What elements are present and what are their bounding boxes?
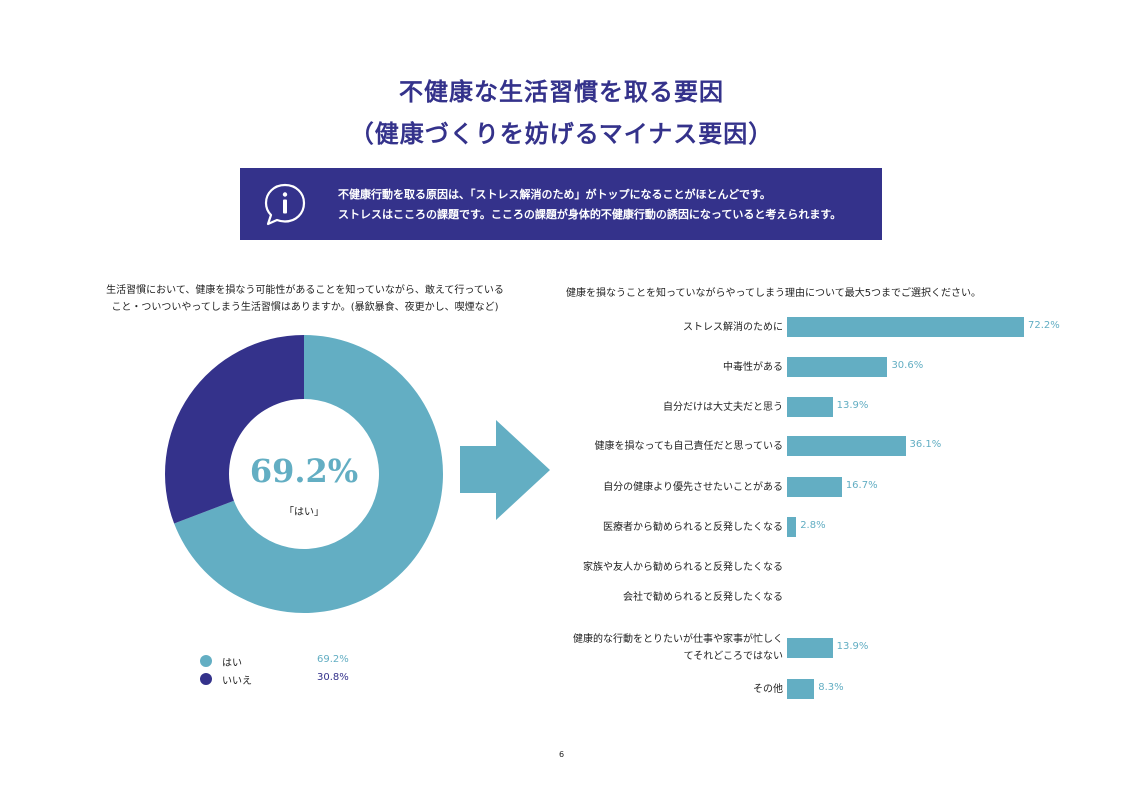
info-speech-bubble-icon bbox=[264, 183, 306, 226]
bar-value-label: 13.9% bbox=[836, 641, 869, 652]
bar-value-label: 30.6% bbox=[891, 360, 924, 371]
bar-value-label: 72.2% bbox=[1028, 320, 1060, 331]
bar-label: ストレス解消のために bbox=[683, 321, 783, 333]
bar-label: 健康を損なっても自己責任だと思っている bbox=[594, 440, 784, 452]
bar bbox=[787, 436, 906, 456]
bar-label: 自分だけは大丈夫だと思う bbox=[663, 401, 783, 413]
bar-value-label: 16.7% bbox=[845, 480, 878, 491]
bar bbox=[787, 517, 797, 537]
bar-label: その他 bbox=[753, 683, 783, 695]
bar bbox=[787, 679, 815, 699]
question-line: 生活習慣において、健康を損なう可能性があることを知っていながら、敢えて行っている bbox=[106, 285, 504, 296]
survey-question-right: 健康を損なうことを知っていながらやってしまう理由について最大5つまでご選択くださ… bbox=[566, 288, 982, 299]
bar-value-label: 13.9% bbox=[836, 400, 869, 411]
bar bbox=[787, 357, 888, 377]
legend-value: 69.2% bbox=[317, 654, 349, 665]
bar-label: 健康的な行動をとりたいが仕事や家事が忙しく てそれどころではない bbox=[573, 634, 783, 662]
bar-label: 自分の健康より優先させたいことがある bbox=[603, 481, 783, 493]
legend-swatch bbox=[200, 655, 212, 667]
right-arrow-icon bbox=[460, 420, 550, 520]
info-text-line: ストレスはこころの課題です。こころの課題が身体的不健康行動の誘因になっていると考… bbox=[338, 208, 842, 221]
bar-label: 家族や友人から勧められると反発したくなる bbox=[583, 561, 783, 573]
bar-value-label: 36.1% bbox=[909, 439, 942, 450]
donut-slice-no bbox=[165, 335, 304, 524]
donut-slice-yes bbox=[174, 335, 443, 613]
bar bbox=[787, 397, 833, 417]
page-number: 6 bbox=[558, 750, 565, 759]
bar-label: 中毒性がある bbox=[723, 361, 783, 373]
bar-label: 医療者から勧められると反発したくなる bbox=[603, 521, 783, 533]
legend-label: はい bbox=[222, 658, 242, 669]
legend-swatch bbox=[200, 673, 212, 685]
page-title: 不健康な生活習慣を取る要因 bbox=[399, 78, 724, 106]
info-text: 不健康行動を取る原因は、「ストレス解消のため」がトップになることがほとんどです。… bbox=[338, 185, 841, 225]
donut-center-value: 69.2% bbox=[249, 452, 359, 490]
bar bbox=[787, 317, 1024, 337]
survey-question-left: 生活習慣において、健康を損なう可能性があることを知っていながら、敢えて行っている… bbox=[70, 282, 540, 316]
info-text-line: 不健康行動を取る原因は、「ストレス解消のため」がトップになることがほとんどです。 bbox=[338, 188, 771, 201]
question-line: こと・ついついやってしまう生活習慣はありますか。(暴飲暴食、夜更かし、喫煙など) bbox=[111, 302, 499, 313]
bar-value-label: 8.3% bbox=[818, 682, 844, 693]
legend-value: 30.8% bbox=[317, 672, 349, 683]
info-banner: 不健康行動を取る原因は、「ストレス解消のため」がトップになることがほとんどです。… bbox=[240, 168, 882, 240]
bar bbox=[787, 477, 842, 497]
bar bbox=[787, 638, 833, 658]
bar-label: 会社で勧められると反発したくなる bbox=[623, 591, 783, 603]
donut-center-label: 「はい」 bbox=[284, 507, 324, 518]
bar-value-label: 2.8% bbox=[800, 520, 826, 531]
donut-chart bbox=[165, 335, 443, 613]
legend-label: いいえ bbox=[222, 676, 252, 687]
page-subtitle: （健康づくりを妨げるマイナス要因） bbox=[349, 120, 774, 148]
